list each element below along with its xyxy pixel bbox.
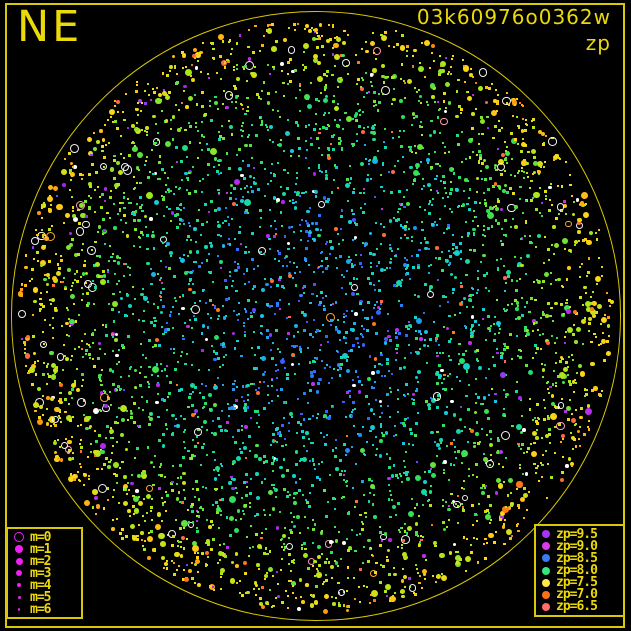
legend-m-label: m=4 xyxy=(30,577,52,593)
legend-m-marker-icon xyxy=(8,570,30,576)
legend-m-row: m=4 xyxy=(8,577,81,593)
orientation-label: NE xyxy=(17,2,83,52)
legend-m-label: m=6 xyxy=(30,601,52,617)
legend-m-row: m=5 xyxy=(8,589,81,605)
zeropoint-legend: zp=9.5 zp=9.0 zp=8.5 zp=8.0 zp=7.5 zp=7.0 zp=6… xyxy=(534,524,625,617)
legend-m-row: m=6 xyxy=(8,601,81,617)
legend-zp-row: zp=8.5 xyxy=(536,550,623,566)
legend-zp-row: zp=6.5 xyxy=(536,599,623,615)
legend-zp-label: zp=8.5 xyxy=(556,550,598,566)
legend-m-marker-icon xyxy=(8,583,30,587)
legend-m-marker-icon xyxy=(8,545,30,553)
legend-m-marker-icon xyxy=(8,607,30,611)
legend-zp-label: zp=9.0 xyxy=(556,538,598,554)
legend-m-label: m=5 xyxy=(30,589,52,605)
legend-m-label: m=0 xyxy=(30,529,52,545)
legend-m-row: m=2 xyxy=(8,553,81,569)
color-variable-label: zp xyxy=(585,31,611,55)
legend-zp-label: zp=7.5 xyxy=(556,575,598,591)
legend-zp-label: zp=9.5 xyxy=(556,526,598,542)
legend-zp-marker-icon xyxy=(536,566,556,575)
legend-zp-marker-icon xyxy=(536,530,556,539)
magnitude-legend: m=0 m=1 m=2 m=3 m=4 m=5 m=6 xyxy=(6,527,83,619)
legend-m-label: m=3 xyxy=(30,565,52,581)
legend-m-row: m=0 xyxy=(8,529,81,545)
exposure-title: 03k60976o0362w xyxy=(416,5,611,29)
legend-m-marker-icon xyxy=(8,532,30,542)
legend-m-row: m=1 xyxy=(8,541,81,557)
legend-m-label: m=1 xyxy=(30,541,52,557)
legend-zp-row: zp=8.0 xyxy=(536,563,623,578)
legend-zp-marker-icon xyxy=(536,602,556,611)
legend-m-marker-icon xyxy=(8,595,30,599)
legend-zp-marker-icon xyxy=(536,542,556,551)
legend-zp-row: zp=9.0 xyxy=(536,538,623,554)
legend-m-row: m=3 xyxy=(8,565,81,581)
legend-zp-marker-icon xyxy=(536,590,556,599)
legend-zp-marker-icon xyxy=(536,578,556,587)
legend-zp-label: zp=8.0 xyxy=(556,563,598,578)
legend-zp-row: zp=7.0 xyxy=(536,587,623,603)
legend-zp-label: zp=7.0 xyxy=(556,587,598,603)
legend-m-marker-icon xyxy=(8,557,30,565)
legend-zp-row: zp=9.5 xyxy=(536,526,623,542)
field-of-view-circle xyxy=(11,11,621,621)
legend-zp-row: zp=7.5 xyxy=(536,575,623,591)
title-block: 03k60976o0362w zp xyxy=(417,5,611,55)
legend-m-label: m=2 xyxy=(30,553,52,569)
legend-zp-label: zp=6.5 xyxy=(556,599,598,615)
legend-zp-marker-icon xyxy=(536,554,556,563)
